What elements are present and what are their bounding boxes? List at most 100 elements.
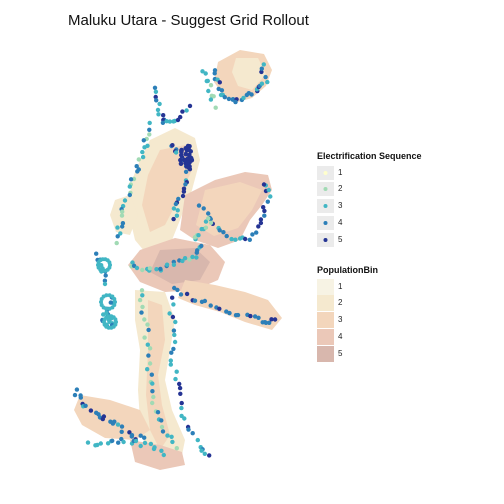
settlement-point (127, 192, 132, 198)
settlement-point (265, 199, 270, 204)
settlement-point (263, 74, 268, 80)
settlement-point (207, 453, 212, 458)
settlement-point (139, 288, 145, 293)
settlement-point (128, 177, 134, 182)
settlement-point (113, 300, 117, 304)
settlement-point (78, 395, 84, 400)
settlement-point (185, 160, 190, 165)
settlement-point (145, 367, 150, 372)
settlement-point (104, 310, 109, 316)
seq-label-5: 5 (338, 235, 343, 244)
settlement-point (175, 287, 180, 293)
settlement-point (254, 230, 259, 235)
settlement-point (137, 297, 143, 303)
settlement-point (186, 165, 192, 170)
settlement-point (98, 441, 104, 446)
settlement-point (178, 114, 183, 120)
settlement-point (83, 403, 88, 408)
settlement-point (263, 320, 269, 325)
settlement-point (180, 193, 186, 199)
settlement-point (233, 237, 238, 242)
settlement-point (120, 224, 125, 229)
settlement-point (258, 220, 264, 226)
settlement-point (261, 182, 267, 187)
map-title: Maluku Utara - Suggest Grid Rollout (68, 12, 309, 29)
settlement-point (203, 219, 209, 224)
settlement-point (199, 448, 204, 453)
settlement-point (180, 258, 185, 264)
settlement-point (118, 231, 123, 236)
settlement-point (149, 372, 154, 377)
settlement-point (181, 189, 187, 194)
settlement-point (147, 361, 153, 366)
seq-label-2: 2 (338, 184, 343, 193)
population-legend-title: PopulationBin (317, 265, 378, 275)
settlement-point (167, 119, 173, 124)
settlement-point (224, 233, 229, 239)
seq-key-2 (317, 182, 334, 196)
settlement-point (171, 302, 176, 307)
region-south-arm-b (146, 300, 170, 450)
settlement-point (157, 101, 162, 107)
settlement-point (217, 80, 222, 85)
settlement-point (259, 69, 264, 75)
settlement-point (103, 273, 108, 278)
settlement-point (172, 332, 177, 338)
settlement-point (183, 169, 189, 174)
settlement-point (173, 150, 179, 155)
settlement-point (129, 434, 134, 439)
pop-label-5: 5 (338, 349, 343, 358)
settlement-point (177, 381, 182, 387)
settlement-point (154, 267, 159, 272)
settlement-point (150, 389, 155, 394)
settlement-point (94, 251, 99, 256)
settlement-point (272, 317, 278, 322)
settlement-point (142, 145, 147, 150)
settlement-point (230, 97, 236, 102)
settlement-point (227, 310, 232, 316)
settlement-point (161, 452, 166, 458)
seq-key-4 (317, 216, 334, 230)
pop-label-2: 2 (338, 298, 343, 307)
settlement-point (99, 300, 103, 304)
electrification-legend-title: Electrification Sequence (317, 151, 422, 161)
settlement-point (153, 94, 158, 100)
settlement-point (145, 342, 150, 347)
settlement-point (203, 225, 209, 230)
settlement-point (147, 266, 153, 271)
settlement-point (202, 451, 207, 456)
settlement-point (174, 446, 179, 451)
settlement-point (195, 248, 200, 253)
settlement-point (147, 346, 153, 351)
settlement-point (160, 429, 166, 434)
settlement-point (269, 317, 274, 322)
settlement-point (104, 293, 109, 298)
settlement-point (127, 430, 132, 435)
settlement-point (146, 327, 151, 333)
settlement-point (151, 394, 156, 400)
settlement-point (120, 209, 125, 214)
settlement-point (172, 285, 177, 291)
settlement-point (176, 196, 181, 202)
settlement-point (178, 161, 184, 166)
settlement-point (136, 157, 141, 162)
settlement-point (119, 429, 124, 434)
settlement-point (256, 315, 261, 320)
settlement-point (171, 216, 176, 222)
settlement-point (107, 260, 112, 265)
settlement-point (249, 92, 254, 97)
settlement-point (203, 71, 208, 76)
settlement-point (115, 225, 120, 230)
settlement-point (154, 98, 159, 103)
seq-key-3 (317, 199, 334, 213)
settlement-point (187, 103, 193, 109)
settlement-point (208, 97, 214, 102)
pop-swatch-1 (317, 279, 334, 295)
settlement-point (186, 147, 192, 153)
settlement-point (243, 236, 248, 242)
seq-label-3: 3 (338, 201, 343, 210)
settlement-point (160, 120, 166, 126)
settlement-point (194, 255, 199, 260)
settlement-point (178, 157, 183, 163)
